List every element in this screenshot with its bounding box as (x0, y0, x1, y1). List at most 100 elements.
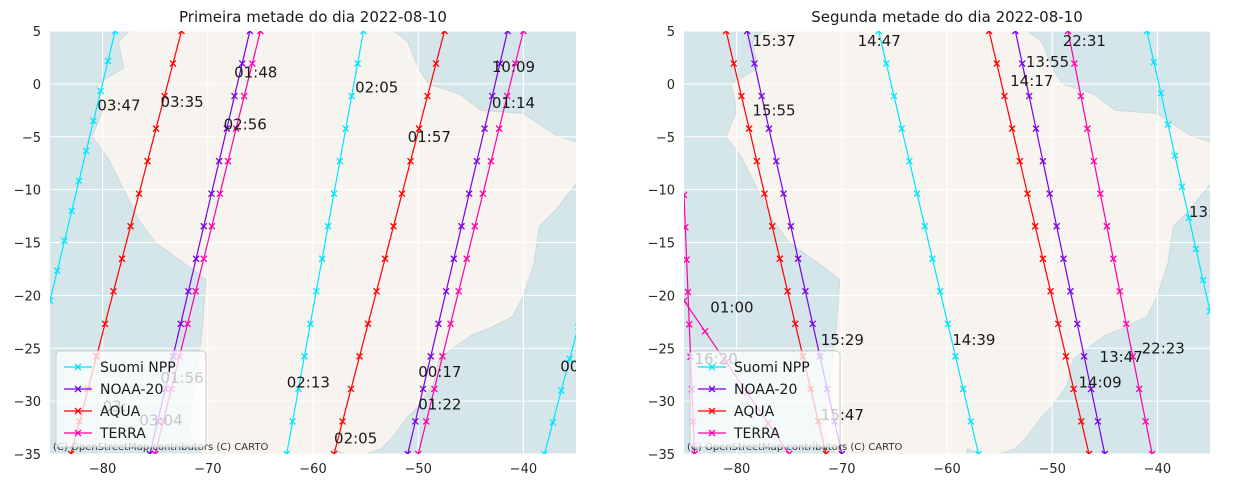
orbit-point-marker (975, 450, 983, 454)
pass-time-label: 01:57 (408, 128, 451, 146)
orbit-point-marker (691, 450, 698, 454)
orbit-point-marker (178, 31, 185, 35)
orbit-point-marker (1008, 125, 1016, 133)
orbit-point-marker (360, 31, 367, 35)
legend-box (55, 350, 207, 448)
orbit-point-marker (921, 222, 929, 230)
orbit-point-marker (240, 92, 248, 100)
orbit-point-marker (1085, 450, 1093, 454)
orbit-point-marker (504, 31, 512, 35)
x-tick-label: −80 (89, 462, 116, 477)
orbit-track-line (286, 31, 365, 454)
orbit-point-marker (455, 287, 463, 295)
legend-entry-label: Suomi NPP (100, 360, 176, 376)
orbit-point-marker (882, 60, 890, 67)
grid (50, 31, 576, 454)
orbit-point-marker (574, 323, 576, 331)
x-tick-label: −50 (404, 462, 431, 477)
orbit-point-marker (875, 31, 883, 35)
y-tick-label: 0 (667, 78, 675, 93)
orbit-point-marker (169, 60, 177, 67)
orbit-point-marker (495, 125, 503, 133)
y-tick-label: −10 (648, 184, 675, 199)
orbit-point-marker (890, 92, 898, 100)
orbit-point-marker (61, 237, 68, 245)
y-tick-label: −30 (14, 395, 41, 410)
orbit-point-marker (208, 222, 216, 230)
x-axis-ticks: −80 −70 −60 −50 −40 (89, 462, 537, 477)
pass-time-label: 14:47 (858, 32, 901, 50)
legend-entry-label: NOAA-20 (734, 382, 797, 398)
orbit-point-marker (1109, 255, 1117, 263)
orbit-point-marker (390, 222, 397, 230)
orbit-point-marker (161, 92, 168, 100)
orbit-track-line (417, 31, 524, 454)
orbit-point-marker (450, 255, 458, 263)
orbit-point-marker (584, 292, 590, 298)
y-tick-label: −15 (648, 237, 675, 252)
orbit-point-marker (223, 125, 231, 133)
orbit-point-marker (192, 287, 200, 295)
y-tick-label: −5 (656, 131, 675, 146)
y-tick-label: −20 (648, 289, 675, 304)
orbit-point-marker (701, 327, 709, 335)
pass-time-label: 15:37 (752, 32, 795, 50)
orbit-point-marker (479, 190, 487, 198)
pass-time-label: 01:14 (492, 94, 535, 112)
pass-time-label: 10:09 (492, 58, 535, 76)
orbit-point-marker (200, 255, 208, 263)
pass-time-label: 01:00 (710, 298, 753, 316)
orbit-point-marker (458, 222, 465, 230)
orbit-point-marker (765, 125, 773, 133)
orbit-point-marker (232, 125, 240, 133)
orbit-point-marker (398, 190, 406, 198)
legend-marker (74, 429, 82, 437)
orbit-point-marker (1062, 352, 1070, 360)
orbit-point-marker (471, 222, 479, 230)
pass-time-label: 00:17 (418, 363, 461, 381)
legend-entry-label: TERRA (99, 426, 146, 442)
x-axis-ticks: −80 −70 −60 −50 −40 (723, 462, 1171, 477)
orbit-point-marker (419, 385, 427, 393)
orbit-point-marker (1116, 287, 1124, 295)
orbit-point-marker (730, 60, 738, 67)
grid (684, 31, 1210, 454)
orbit-point-marker (1011, 31, 1019, 35)
orbit-point-marker (1039, 255, 1047, 263)
pass-time-label: 13:47 (1100, 348, 1143, 366)
y-tick-label: 5 (33, 25, 41, 40)
legend-entry-label: Suomi NPP (734, 360, 810, 376)
legend-marker (74, 407, 82, 415)
orbit-point-marker (415, 125, 423, 133)
orbit-point-marker (791, 320, 799, 328)
y-tick-label: 0 (33, 78, 41, 93)
orbit-point-marker (404, 450, 412, 454)
legend-marker (708, 429, 716, 437)
orbit-point-marker (289, 418, 297, 425)
y-axis-ticks: 5 0 −5 −10 −15 −20 −25 −30 −35 (648, 25, 675, 463)
orbit-point-marker (215, 157, 223, 165)
orbit-point-marker (549, 418, 557, 426)
legend-entry-label: NOAA-20 (100, 382, 163, 398)
orbit-point-marker (427, 352, 435, 360)
orbit-point-marker (1039, 157, 1047, 165)
orbit-point-marker (684, 297, 688, 305)
x-tick-label: −60 (933, 462, 960, 477)
orbit-point-marker (481, 125, 489, 133)
orbit-point-marker (118, 255, 126, 263)
orbit-point-marker (347, 385, 355, 393)
orbit-point-marker (1142, 418, 1150, 425)
orbit-point-marker (1070, 385, 1078, 393)
orbit-point-marker (430, 385, 438, 393)
x-tick-label: −50 (1038, 462, 1065, 477)
x-tick-label: −40 (510, 462, 537, 477)
orbit-point-marker (809, 320, 817, 328)
orbit-point-marker (465, 190, 473, 198)
orbit-point-marker (1192, 245, 1200, 253)
orbit-point-marker (566, 355, 574, 363)
orbit-point-marker (1087, 385, 1095, 393)
pass-time-label: 15:29 (821, 331, 864, 349)
orbit-point-marker (1070, 60, 1078, 67)
orbit-point-marker (684, 288, 692, 296)
pass-time-label: 15:55 (752, 102, 795, 120)
